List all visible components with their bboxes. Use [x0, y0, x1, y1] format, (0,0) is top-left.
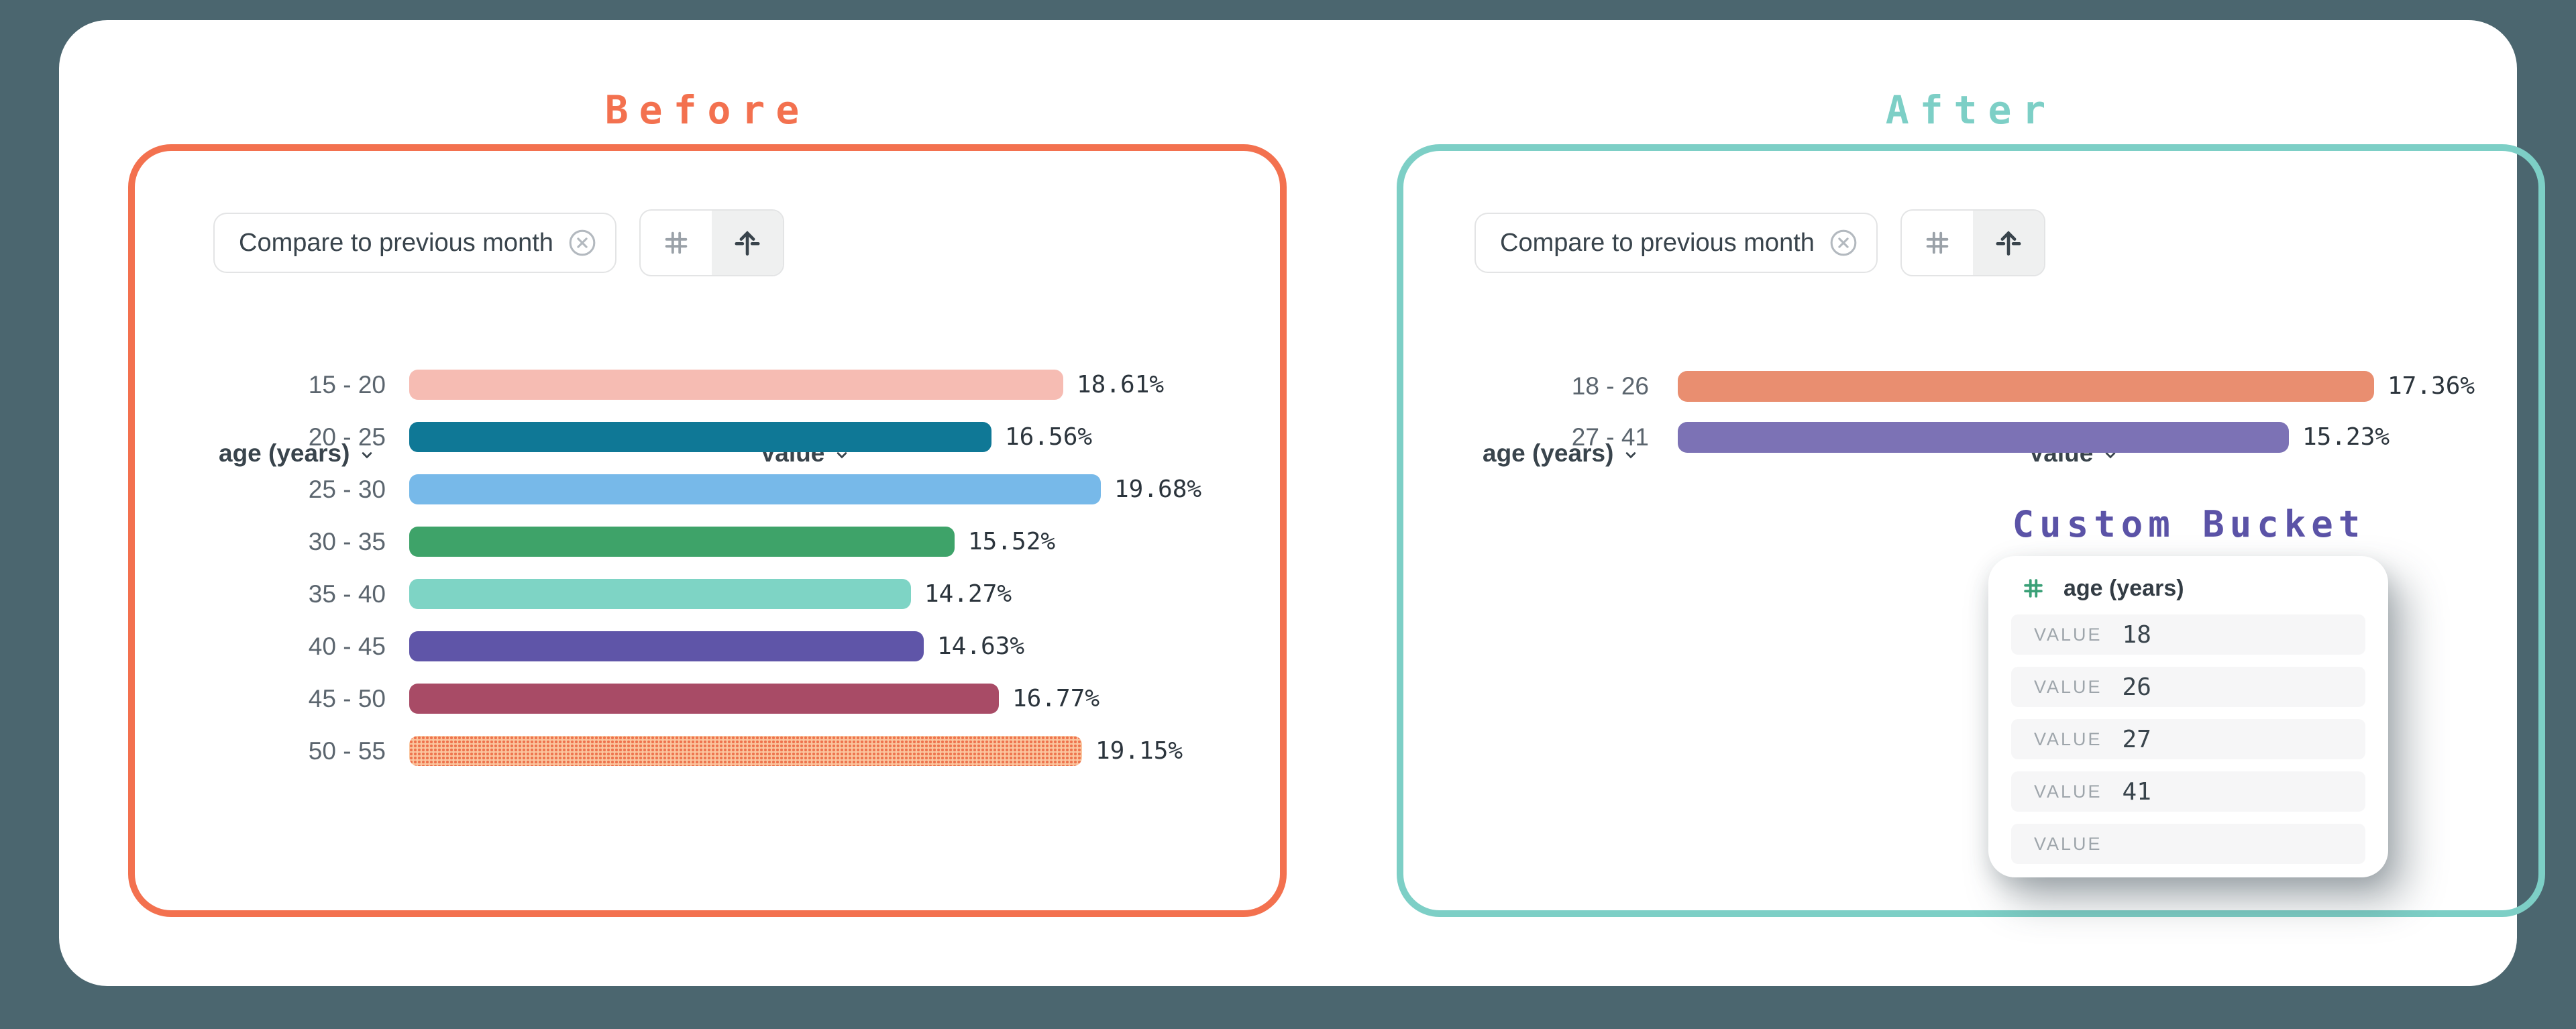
- value-label: 14.27%: [924, 580, 1012, 608]
- before-panel: Compare to previous month: [128, 144, 1287, 917]
- content-card: Before After Compare to previous month: [59, 20, 2545, 986]
- bar[interactable]: [409, 422, 991, 452]
- after-title: After: [1885, 87, 2057, 133]
- after-toolbar-row: Compare to previous month: [1474, 209, 2045, 276]
- bar[interactable]: [409, 684, 999, 714]
- category-label: 25 - 30: [308, 475, 386, 503]
- chevron-down-icon: [833, 445, 851, 464]
- chart-row: 30 - 35 15.52%: [213, 527, 1201, 557]
- numeric-mode-button[interactable]: [1902, 211, 1973, 275]
- chart-row: 35 - 40 14.27%: [213, 579, 1201, 609]
- remove-filter-icon[interactable]: [567, 227, 598, 258]
- hash-icon: [1922, 227, 1953, 258]
- chevron-down-icon: [1621, 445, 1640, 464]
- dimension-header-dropdown[interactable]: age (years): [1483, 439, 1640, 468]
- flip-axis-button[interactable]: [711, 211, 783, 275]
- hash-icon: [661, 227, 692, 258]
- bucket-value-row[interactable]: VALUE 27: [2011, 719, 2365, 759]
- value-label: 19.68%: [1114, 476, 1202, 503]
- value-label: 16.77%: [1012, 685, 1100, 712]
- bucket-value-row[interactable]: VALUE 26: [2011, 667, 2365, 707]
- bucket-field-name: age (years): [2063, 575, 2184, 601]
- category-label: 30 - 35: [308, 527, 386, 555]
- bucket-value-row[interactable]: VALUE: [2011, 824, 2365, 864]
- flip-axis-icon: [1992, 226, 2025, 260]
- after-chart: 18 - 26 17.36% 27 - 41 15.23%: [1474, 370, 2475, 453]
- chart-mode-toggle: [639, 209, 784, 276]
- flip-axis-button[interactable]: [1972, 211, 2044, 275]
- bar[interactable]: [1678, 370, 2374, 402]
- category-label: 18 - 26: [1571, 372, 1649, 400]
- chart-mode-toggle: [1900, 209, 2045, 276]
- bar[interactable]: [409, 370, 1063, 400]
- value-label: 18.61%: [1077, 371, 1165, 398]
- value-field-label: VALUE: [2034, 728, 2102, 749]
- filter-chip-label: Compare to previous month: [239, 228, 553, 257]
- chart-row: 27 - 41 15.23%: [1474, 421, 2475, 453]
- after-panel: Compare to previous month: [1397, 144, 2545, 917]
- chart-row: 50 - 55 19.15%: [213, 736, 1201, 766]
- chart-row: 20 - 25 16.56%: [213, 422, 1201, 452]
- value-field-label: VALUE: [2034, 676, 2102, 697]
- chart-row: 40 - 45 14.63%: [213, 631, 1201, 661]
- value-label: 14.63%: [937, 633, 1025, 660]
- value-field-label: VALUE: [2034, 833, 2102, 854]
- bucket-value-row[interactable]: VALUE 18: [2011, 614, 2365, 655]
- category-label: 35 - 40: [308, 580, 386, 608]
- custom-bucket-title: Custom Bucket: [2012, 503, 2366, 545]
- filter-chip[interactable]: Compare to previous month: [213, 213, 616, 273]
- before-chart: 15 - 20 18.61% 20 - 25 16.56% 25 - 30 19.68% 3…: [213, 370, 1201, 766]
- chart-row: 15 - 20 18.61%: [213, 370, 1201, 400]
- custom-bucket-header: age (years): [2021, 574, 2365, 603]
- value-label: 19.15%: [1095, 737, 1183, 765]
- chart-row: 45 - 50 16.77%: [213, 684, 1201, 714]
- bucket-rows: VALUE 18 VALUE 26 VALUE 27 VALUE 41 VALUE: [2011, 614, 2365, 864]
- bar[interactable]: [409, 631, 924, 661]
- value-label: 16.56%: [1005, 423, 1093, 451]
- value-label: 15.52%: [968, 528, 1056, 555]
- value-field-input[interactable]: 26: [2122, 673, 2151, 701]
- numeric-mode-button[interactable]: [641, 211, 712, 275]
- category-label: 50 - 55: [308, 737, 386, 765]
- value-field-input[interactable]: 41: [2122, 777, 2151, 806]
- custom-bucket-popup: age (years) VALUE 18 VALUE 26 VALUE 27 VALUE 41…: [1988, 556, 2388, 877]
- category-label: 40 - 45: [308, 632, 386, 660]
- value-label: 17.36%: [2387, 372, 2475, 400]
- before-title: Before: [604, 87, 810, 133]
- bar[interactable]: [409, 736, 1082, 766]
- category-label: 20 - 25: [308, 423, 386, 451]
- chart-row: 18 - 26 17.36%: [1474, 370, 2475, 402]
- value-field-label: VALUE: [2034, 624, 2102, 645]
- value-field-label: VALUE: [2034, 781, 2102, 802]
- dimension-header-dropdown[interactable]: age (years): [219, 439, 376, 468]
- value-label: 15.23%: [2302, 423, 2390, 451]
- before-toolbar-row: Compare to previous month: [213, 209, 784, 276]
- chevron-down-icon: [358, 445, 376, 464]
- value-field-input[interactable]: 27: [2122, 725, 2151, 753]
- filter-chip-label: Compare to previous month: [1500, 228, 1815, 257]
- flip-axis-icon: [731, 226, 764, 260]
- bar[interactable]: [409, 474, 1101, 504]
- value-field-input[interactable]: 18: [2122, 620, 2151, 649]
- hash-icon: [2021, 576, 2046, 601]
- dimension-header-label: age (years): [1483, 439, 1614, 467]
- bucket-value-row[interactable]: VALUE 41: [2011, 771, 2365, 812]
- filter-chip[interactable]: Compare to previous month: [1474, 213, 1878, 273]
- bar[interactable]: [409, 579, 911, 609]
- category-label: 45 - 50: [308, 684, 386, 712]
- chevron-down-icon: [2101, 445, 2120, 464]
- category-label: 15 - 20: [308, 370, 386, 398]
- remove-filter-icon[interactable]: [1828, 227, 1859, 258]
- chart-row: 25 - 30 19.68%: [213, 474, 1201, 504]
- bar[interactable]: [409, 527, 955, 557]
- category-label: 27 - 41: [1571, 423, 1649, 451]
- bar[interactable]: [1678, 421, 2289, 453]
- dimension-header-label: age (years): [219, 439, 350, 467]
